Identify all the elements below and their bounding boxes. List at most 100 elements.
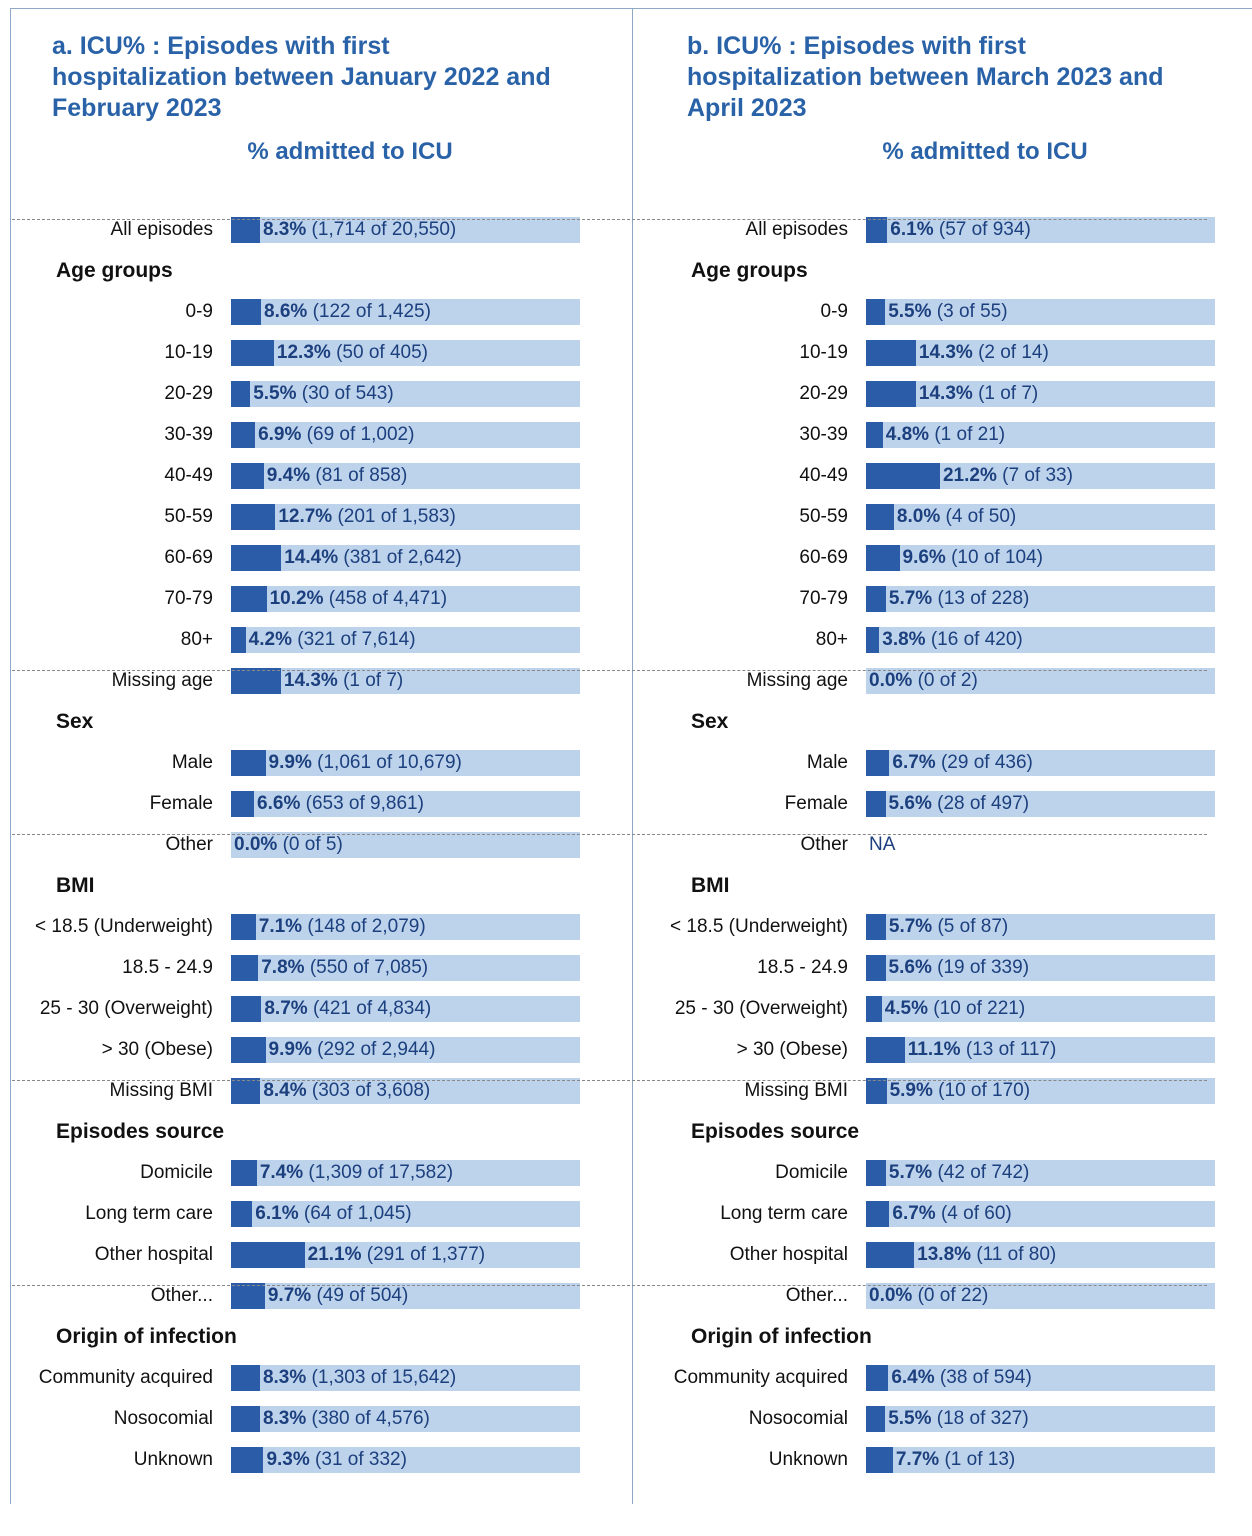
value-label: 7.7%: [895, 1449, 940, 1470]
value-label: 10.2%: [269, 588, 324, 609]
count-label: (1,714 of 20,550): [311, 219, 457, 240]
value-label: 6.1%: [255, 1203, 299, 1224]
value-label: 7.8%: [261, 957, 305, 978]
bar-track: [231, 914, 580, 940]
bar: [231, 750, 266, 776]
bar-track: [231, 1201, 580, 1227]
value-label: 9.6%: [902, 547, 946, 568]
bar-track: [231, 1160, 580, 1186]
count-label: (1 of 7): [343, 670, 404, 691]
bar: [866, 1201, 890, 1227]
category-label: Male: [806, 752, 848, 773]
category-label: Missing BMI: [109, 1080, 213, 1101]
bar-track: [866, 1160, 1215, 1186]
count-label: (1,303 of 15,642): [311, 1367, 457, 1388]
bar: [866, 1160, 886, 1186]
value-label: 9.9%: [268, 752, 312, 773]
bar-track: [231, 750, 580, 776]
bar: [231, 545, 282, 571]
bar-label: 9.9% (292 of 2,944): [269, 1037, 436, 1063]
value-label: 14.3%: [918, 383, 973, 404]
value-label: 12.7%: [278, 506, 333, 527]
count-label: (69 of 1,002): [306, 424, 415, 445]
value-label: 4.5%: [884, 998, 929, 1019]
bar-label: 6.7% (4 of 60): [892, 1201, 1011, 1227]
value-label: 9.7%: [267, 1285, 312, 1306]
section-divider: [647, 670, 1207, 671]
bar-label: 0.0% (0 of 22): [869, 1283, 988, 1309]
count-label: (64 of 1,045): [303, 1203, 412, 1224]
bar-track: [866, 914, 1215, 940]
count-label: (42 of 742): [937, 1162, 1030, 1183]
count-label: (7 of 33): [1002, 465, 1073, 486]
section-divider: [647, 834, 1207, 835]
section-divider: [12, 1080, 650, 1081]
value-label: 6.9%: [258, 424, 302, 445]
bar-track: [231, 1365, 580, 1391]
bar: [866, 422, 883, 448]
section-header: Origin of infection: [56, 1325, 237, 1348]
category-label: > 30 (Obese): [101, 1039, 213, 1060]
category-label: Domicile: [140, 1162, 213, 1183]
bar-label: 9.7% (49 of 504): [268, 1283, 409, 1309]
bar-track: [866, 1078, 1215, 1104]
value-label: 4.2%: [248, 629, 292, 650]
bar-track: [866, 1283, 1215, 1309]
bar-track: [866, 340, 1215, 366]
count-label: (49 of 504): [316, 1285, 409, 1306]
bar-track: [231, 1078, 580, 1104]
bar: [231, 668, 281, 694]
bar-track: [231, 586, 580, 612]
bar: [866, 914, 886, 940]
category-label: 70-79: [799, 588, 848, 609]
bar: [866, 955, 886, 981]
bar: [231, 955, 259, 981]
category-label: All episodes: [110, 219, 213, 240]
section-divider: [12, 1285, 650, 1286]
bar: [866, 1365, 889, 1391]
bar: [231, 1160, 257, 1186]
value-label: 5.9%: [889, 1080, 933, 1101]
count-label: (291 of 1,377): [366, 1244, 486, 1265]
value-label: 13.8%: [917, 1244, 972, 1265]
bar: [231, 1037, 266, 1063]
value-label: 5.5%: [888, 301, 932, 322]
count-label: (2 of 14): [978, 342, 1049, 363]
bar-label: 6.7% (29 of 436): [892, 750, 1033, 776]
bar: [231, 791, 255, 817]
section-divider: [647, 1080, 1207, 1081]
count-label: (421 of 4,834): [312, 998, 432, 1019]
bar-track: [866, 586, 1215, 612]
bar-track: [231, 1406, 580, 1432]
section-header: Origin of infection: [691, 1325, 872, 1348]
value-label: 14.4%: [284, 547, 339, 568]
count-label: (31 of 332): [315, 1449, 407, 1470]
bar-label: 6.1% (57 of 934): [890, 217, 1031, 243]
category-label: 30-39: [799, 424, 848, 445]
bar: [866, 791, 886, 817]
bar-track: [866, 1406, 1215, 1432]
bar: [866, 340, 916, 366]
category-label: 80+: [815, 629, 848, 650]
bar: [231, 381, 251, 407]
category-label: Female: [784, 793, 848, 814]
bar: [231, 463, 264, 489]
bar: [231, 914, 256, 940]
bar-label: 8.3% (1,303 of 15,642): [263, 1365, 456, 1391]
bar-track: [231, 504, 580, 530]
frame-top: [10, 8, 1252, 9]
value-label: NA: [869, 834, 896, 855]
count-label: (122 of 1,425): [312, 301, 431, 322]
count-label: (1 of 7): [978, 383, 1039, 404]
category-label: 0-9: [185, 301, 213, 322]
bar-track: [866, 1447, 1215, 1473]
value-label: 9.4%: [266, 465, 311, 486]
count-label: (148 of 2,079): [307, 916, 426, 937]
category-label: Missing age: [746, 670, 848, 691]
count-label: (303 of 3,608): [311, 1080, 431, 1101]
category-label: Unknown: [768, 1449, 848, 1470]
bar-label: 0.0% (0 of 5): [234, 832, 343, 858]
bar-label: 5.5% (18 of 327): [888, 1406, 1029, 1432]
bar: [866, 463, 940, 489]
